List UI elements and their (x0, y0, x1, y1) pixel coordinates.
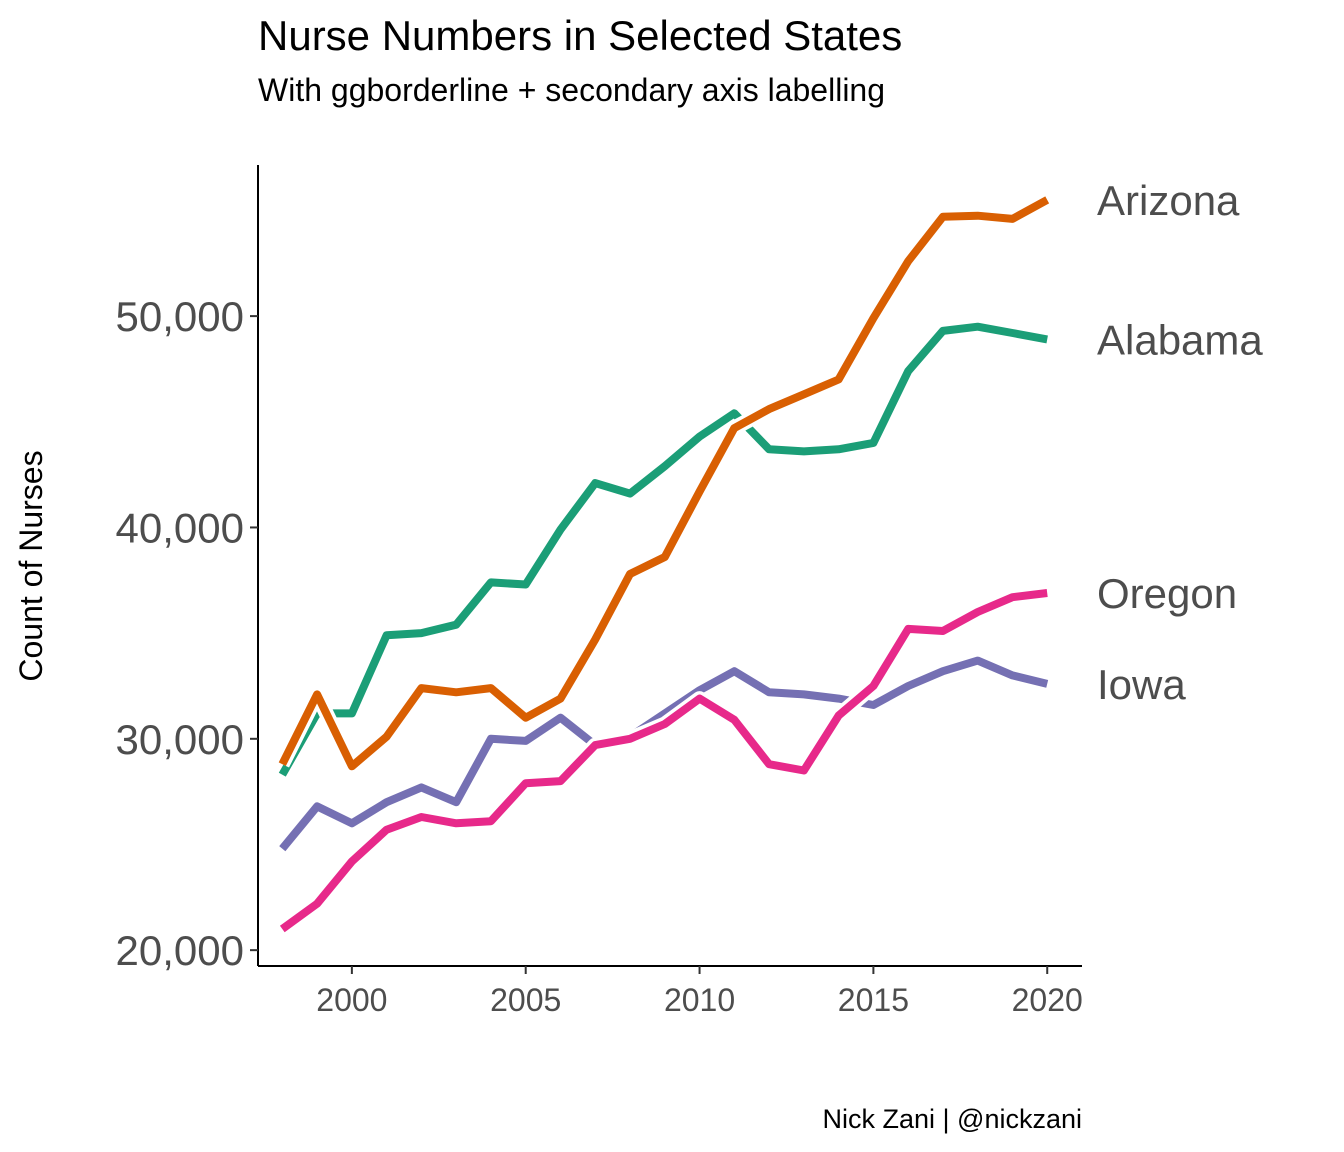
y-tick-label: 20,000 (116, 927, 244, 974)
x-tick-label: 2015 (838, 982, 909, 1018)
series-alabama (275, 319, 1049, 779)
direct-labels: Arizona Alabama Oregon Iowa (1097, 177, 1263, 708)
label-alabama: Alabama (1097, 316, 1263, 363)
series-alabama-line (278, 322, 1048, 777)
series-arizona-line (278, 196, 1050, 771)
x-tick-label: 2020 (1012, 982, 1083, 1018)
chart-caption: Nick Zani | @nickzani (822, 1104, 1083, 1134)
series-oregon-line (279, 589, 1048, 933)
y-tick-label: 50,000 (116, 293, 244, 340)
series-oregon (277, 585, 1049, 936)
series-layer (275, 193, 1051, 936)
chart-subtitle: With ggborderline + secondary axis label… (258, 72, 886, 108)
y-axis-title: Count of Nurses (13, 450, 49, 681)
label-iowa: Iowa (1097, 661, 1186, 708)
series-iowa-line (279, 656, 1049, 852)
x-ticks: 2000 2005 2010 2015 2020 (316, 966, 1083, 1018)
label-oregon: Oregon (1097, 570, 1237, 617)
x-tick-label: 2005 (490, 982, 561, 1018)
y-ticks: 20,000 30,000 40,000 50,000 (116, 293, 258, 974)
label-arizona: Arizona (1097, 177, 1240, 224)
x-tick-label: 2000 (316, 982, 387, 1018)
chart-title: Nurse Numbers in Selected States (258, 12, 903, 59)
series-oregon-border (277, 585, 1049, 936)
y-tick-label: 40,000 (116, 504, 244, 551)
series-iowa (276, 653, 1049, 854)
series-arizona (275, 193, 1051, 774)
y-tick-label: 30,000 (116, 716, 244, 763)
x-tick-label: 2010 (664, 982, 735, 1018)
